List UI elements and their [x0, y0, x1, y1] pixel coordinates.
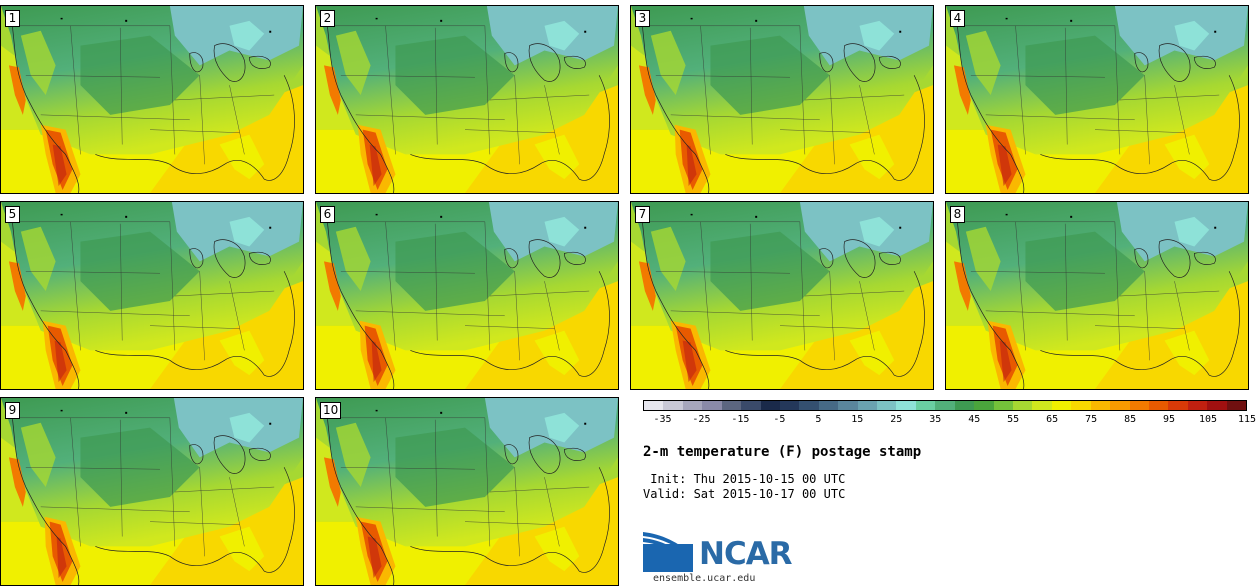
- colorbar-swatch: [1187, 401, 1208, 410]
- colorbar-tick-label: 75: [1085, 414, 1098, 425]
- member-number-label: 10: [320, 402, 342, 419]
- colorbar-swatch: [1226, 401, 1247, 410]
- colorbar-swatch: [818, 401, 839, 410]
- member-number-label: 9: [5, 402, 20, 419]
- colorbar-swatch: [779, 401, 800, 410]
- colorbar-tick-label: -35: [653, 414, 672, 425]
- colorbar-tick-label: -25: [692, 414, 711, 425]
- colorbar-swatch: [702, 401, 722, 410]
- ensemble-member-map: 2: [315, 5, 619, 194]
- colorbar-swatch: [1071, 401, 1091, 410]
- member-number-label: 1: [5, 10, 20, 27]
- colorbar-swatch: [877, 401, 897, 410]
- colorbar-swatch: [1129, 401, 1149, 410]
- plot-title: 2-m temperature (F) postage stamp: [643, 444, 922, 460]
- init-time: Init: Thu 2015-10-15 00 UTC: [643, 472, 846, 486]
- colorbar-swatch: [1168, 401, 1188, 410]
- colorbar-swatch: [993, 401, 1014, 410]
- member-number-label: 7: [635, 206, 650, 223]
- ensemble-member-map: 10: [315, 397, 619, 586]
- member-number-label: 5: [5, 206, 20, 223]
- ensemble-member-map: 9: [0, 397, 304, 586]
- colorbar-swatch: [741, 401, 761, 410]
- colorbar-swatch: [896, 401, 916, 410]
- colorbar-tick-label: 105: [1199, 414, 1218, 425]
- member-number-label: 8: [950, 206, 965, 223]
- ensemble-member-map: 5: [0, 201, 304, 390]
- site-url: ensemble.ucar.edu: [653, 573, 756, 584]
- colorbar-tick-labels: -35 -25 -15 -5 5 15 25 35 45 55 65 75 85 95 105 115: [643, 414, 1256, 428]
- colorbar-swatch: [935, 401, 955, 410]
- colorbar-swatch: [1032, 401, 1052, 410]
- colorbar-swatch: [682, 401, 703, 410]
- colorbar-tick-label: 55: [1007, 414, 1020, 425]
- colorbar-swatch: [915, 401, 936, 410]
- colorbar-tick-label: 15: [851, 414, 864, 425]
- ensemble-member-map: 7: [630, 201, 934, 390]
- member-number-label: 2: [320, 10, 335, 27]
- colorbar-swatch: [721, 401, 742, 410]
- ensemble-member-map: 4: [945, 5, 1249, 194]
- ensemble-member-map: 6: [315, 201, 619, 390]
- ncar-logo: NCAR: [643, 530, 793, 574]
- ensemble-member-map: 8: [945, 201, 1249, 390]
- colorbar-swatch: [1110, 401, 1130, 410]
- colorbar-swatch: [1013, 401, 1033, 410]
- colorbar-tick-label: 95: [1163, 414, 1176, 425]
- valid-time: Valid: Sat 2015-10-17 00 UTC: [643, 487, 846, 501]
- colorbar-swatch: [954, 401, 975, 410]
- colorbar-swatch: [644, 401, 664, 410]
- colorbar-swatch: [760, 401, 780, 410]
- member-number-label: 4: [950, 10, 965, 27]
- colorbar-swatch: [799, 401, 819, 410]
- colorbar-swatch: [1207, 401, 1227, 410]
- colorbar-swatch: [974, 401, 994, 410]
- colorbar-swatch: [1148, 401, 1169, 410]
- temperature-colorbar: [643, 400, 1247, 411]
- colorbar-swatch: [1051, 401, 1072, 410]
- colorbar-swatch: [663, 401, 683, 410]
- ensemble-member-map: 1: [0, 5, 304, 194]
- ensemble-member-map: 3: [630, 5, 934, 194]
- colorbar-swatch: [838, 401, 858, 410]
- colorbar-tick-label: -5: [773, 414, 786, 425]
- member-number-label: 6: [320, 206, 335, 223]
- colorbar-tick-label: 45: [968, 414, 981, 425]
- colorbar-tick-label: -15: [731, 414, 750, 425]
- colorbar-tick-label: 65: [1046, 414, 1059, 425]
- ncar-swoosh-icon: [643, 532, 693, 572]
- colorbar-tick-label: 5: [815, 414, 822, 425]
- colorbar-swatch: [1090, 401, 1111, 410]
- colorbar-tick-label: 85: [1124, 414, 1137, 425]
- colorbar-tick-label: 25: [890, 414, 903, 425]
- ncar-wordmark: NCAR: [699, 536, 793, 572]
- colorbar-tick-label: 115: [1237, 414, 1257, 425]
- colorbar-swatch: [857, 401, 878, 410]
- colorbar-tick-label: 35: [929, 414, 942, 425]
- member-number-label: 3: [635, 10, 650, 27]
